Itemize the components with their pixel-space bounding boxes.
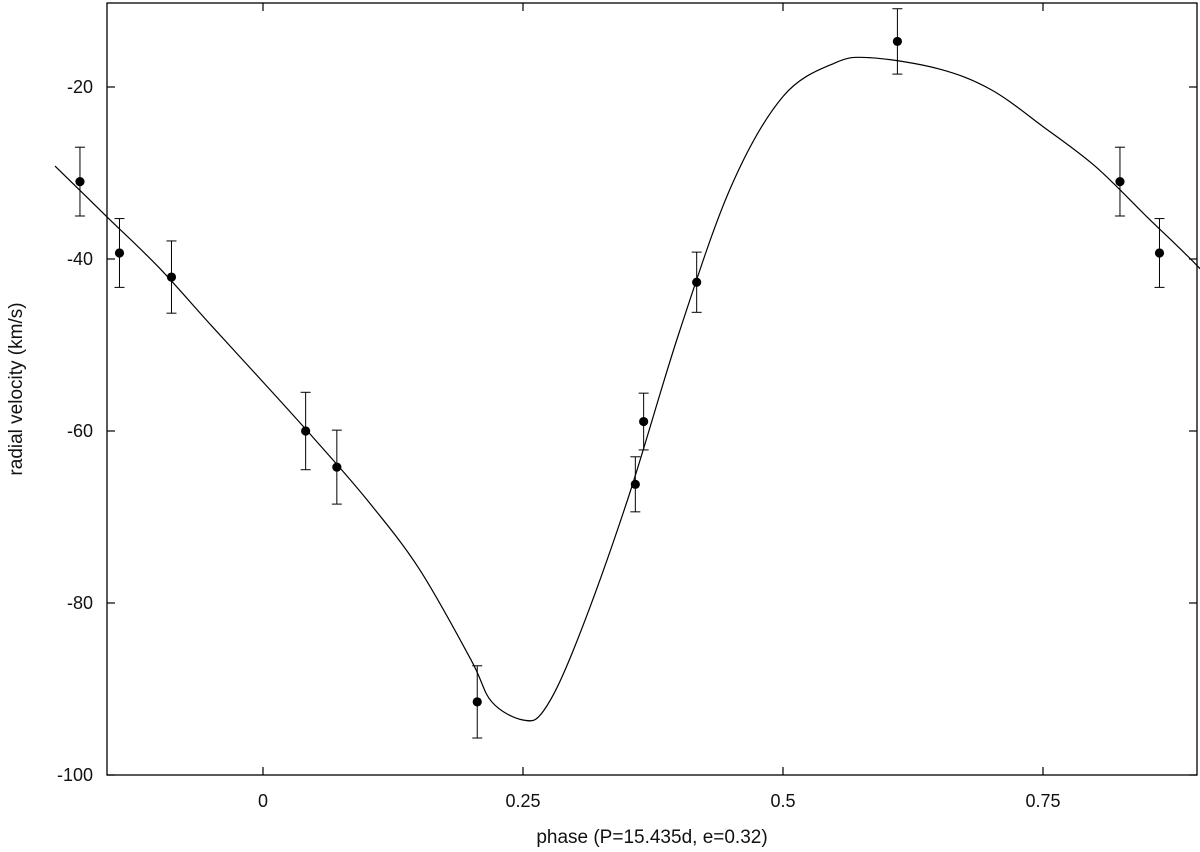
data-point [75, 177, 85, 187]
data-points [75, 36, 1165, 707]
y-tick-label: -60 [67, 421, 93, 441]
data-point [166, 272, 177, 282]
plot-frame [106, 2, 1198, 776]
data-point [630, 479, 640, 489]
data-point [692, 277, 702, 287]
x-tick-label: 0.75 [1025, 791, 1060, 811]
data-point [1115, 177, 1125, 187]
y-tick-label: -20 [67, 77, 93, 97]
x-tick-label: 0.25 [505, 791, 540, 811]
data-point [892, 36, 903, 47]
data-point [301, 426, 311, 436]
y-axis-label: radial velocity (km/s) [6, 302, 27, 475]
y-tick-label: -80 [67, 593, 93, 613]
y-tick-label: -100 [57, 765, 93, 785]
fit-curve [54, 56, 1200, 722]
y-tick-label: -40 [67, 249, 93, 269]
data-point [639, 416, 649, 427]
axis-ticks [107, 3, 1197, 776]
data-point [1154, 248, 1165, 258]
x-tick-label: 0.5 [770, 791, 795, 811]
x-tick-label: 0 [258, 791, 268, 811]
tick-labels: 00.250.50.751-100-80-60-40-20 [57, 77, 1061, 811]
data-point [472, 697, 482, 707]
x-axis-label: phase (P=15.435d, e=0.32) [536, 827, 767, 848]
data-point [332, 462, 342, 472]
data-point [114, 248, 125, 258]
